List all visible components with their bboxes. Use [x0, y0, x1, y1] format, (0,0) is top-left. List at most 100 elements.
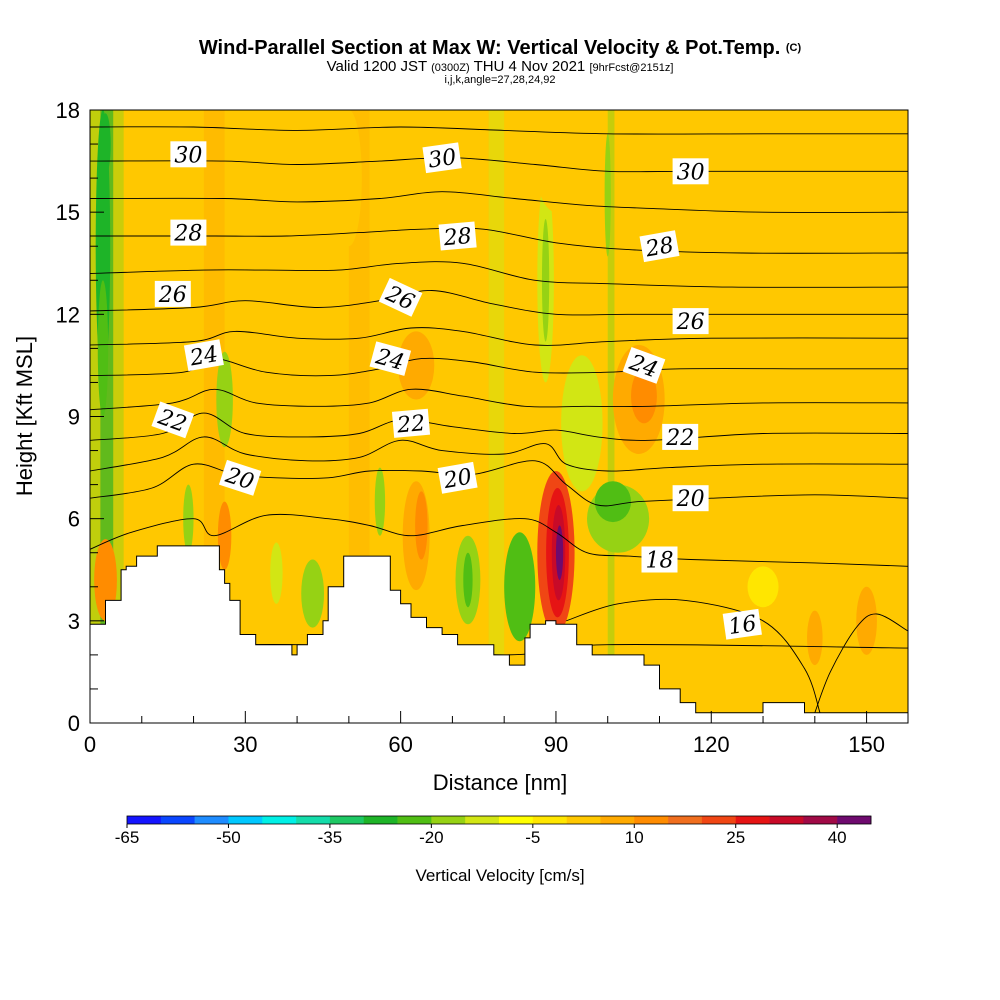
velocity-cell-32	[747, 566, 779, 608]
x-tick-label: 120	[693, 732, 730, 757]
contour-label-text: 30	[427, 145, 458, 174]
colorbar-swatch-7	[363, 816, 398, 824]
chart-subtitle: Valid 1200 JST (0300Z) THU 4 Nov 2021 [9…	[0, 58, 1000, 77]
contour-label-text: 18	[646, 549, 674, 574]
velocity-band-10	[773, 110, 908, 723]
colorbar-swatch-21	[837, 816, 872, 824]
theta-contour-18-3	[90, 513, 908, 567]
velocity-cell-17	[217, 501, 232, 570]
valid-time: Valid 1200 JST	[326, 58, 427, 75]
colorbar-swatch-5	[296, 816, 331, 824]
theta-contour-21-5	[90, 436, 908, 472]
colorbar-tick-label: -20	[419, 828, 444, 847]
colorbar-tick-label: -5	[525, 828, 540, 847]
contour-label-box	[154, 280, 191, 307]
contour-label-30-0: 30	[170, 141, 207, 168]
theta-contour-23-7	[90, 388, 908, 411]
colorbar-swatch-10	[465, 816, 500, 824]
velocity-cell-23	[216, 351, 233, 448]
copyright-mark: (C)	[785, 42, 802, 54]
chart-title: Wind-Parallel Section at Max W: Vertical…	[0, 36, 1000, 60]
x-axis-label: Distance [nm]	[433, 770, 568, 795]
velocity-band-5	[286, 110, 303, 723]
theta-contour-31-15	[90, 126, 908, 135]
contour-label-box	[378, 277, 423, 317]
contour-label-24-10: 24	[369, 341, 412, 376]
contour-label-text: 22	[665, 426, 694, 451]
theta-contour-27-11	[90, 261, 908, 288]
colorbar-swatch-16	[668, 816, 703, 824]
grid-indices: i,j,k,angle=27,28,24,92	[444, 74, 556, 86]
contour-label-text: 20	[441, 465, 474, 495]
contour-label-box	[369, 341, 412, 376]
colorbar-swatch-6	[329, 816, 365, 824]
y-tick-label: 18	[56, 98, 80, 123]
colorbar-swatch-9	[431, 816, 466, 824]
y-tick-label: 6	[68, 507, 80, 532]
colorbar-swatch-20	[803, 816, 838, 824]
contour-label-text: 30	[174, 143, 202, 168]
contour-label-box	[151, 401, 195, 439]
contour-label-22-13: 22	[391, 408, 431, 439]
contour-label-30-1: 30	[422, 142, 462, 174]
velocity-cell-6	[463, 552, 473, 608]
contour-label-box	[672, 308, 709, 335]
contour-label-20-16: 20	[437, 461, 478, 495]
contour-label-box	[641, 546, 678, 573]
x-tick-label: 60	[388, 732, 412, 757]
velocity-cell-13	[631, 368, 657, 424]
velocity-cell-25	[535, 110, 577, 213]
colorbar-swatch-18	[735, 816, 770, 824]
contour-label-28-5: 28	[639, 230, 680, 263]
contour-label-text: 28	[173, 222, 202, 247]
velocity-cell-30	[856, 586, 877, 655]
velocity-cell-15	[415, 491, 428, 560]
colorbar-tick-label: 10	[625, 828, 644, 847]
colorbar-swatch-8	[397, 816, 432, 824]
velocity-cell-28	[97, 280, 109, 417]
y-tick-label: 9	[68, 405, 80, 430]
y-tick-label: 3	[68, 609, 80, 634]
contour-label-24-9: 24	[183, 339, 224, 372]
colorbar-swatch-13	[566, 816, 601, 824]
velocity-cell-10	[594, 481, 632, 523]
colorbar-tick-label: -50	[216, 828, 241, 847]
velocity-cell-7	[301, 559, 325, 628]
contour-label-20-15: 20	[218, 459, 262, 496]
forecast-info: [9hrFcst@2151z]	[589, 62, 674, 74]
colorbar-swatch-4	[262, 816, 297, 824]
contour-label-box	[218, 459, 262, 496]
contour-label-26-8: 26	[672, 308, 709, 335]
contour-label-20-17: 20	[672, 485, 709, 512]
contour-label-box	[662, 423, 699, 450]
velocity-cell-29	[100, 113, 111, 175]
contour-label-box	[672, 485, 709, 512]
contour-label-28-3: 28	[170, 219, 207, 247]
theta-contour-16-2	[814, 613, 908, 713]
contour-label-28-4: 28	[438, 221, 477, 251]
velocity-cell-8	[270, 542, 283, 604]
chart-title-text: Wind-Parallel Section at Max W: Vertical…	[198, 37, 781, 59]
colorbar-swatch-0	[127, 816, 162, 824]
contour-label-text: 28	[442, 224, 473, 251]
velocity-cell-26	[604, 133, 611, 257]
contour-label-box	[391, 408, 431, 438]
contour-label-box	[422, 142, 462, 174]
colorbar-swatch-11	[499, 816, 534, 824]
y-axis-label: Height [Kft MSL]	[12, 336, 37, 496]
colorbar-tick-label: -65	[115, 828, 140, 847]
contour-label-text: 24	[187, 342, 220, 372]
contour-label-text: 20	[676, 487, 705, 512]
velocity-band-7	[488, 110, 505, 723]
terrain	[90, 545, 908, 723]
contour-label-box	[639, 230, 680, 263]
valid-date: THU 4 Nov 2021	[473, 58, 586, 75]
velocity-cell-24	[335, 110, 362, 247]
contour-label-text: 26	[158, 283, 187, 308]
contour-label-text: 26	[676, 310, 705, 335]
x-tick-label: 150	[848, 732, 885, 757]
theta-contour-25-9	[90, 327, 908, 346]
colorbar-swatch-12	[532, 816, 567, 824]
velocity-cell-31	[807, 610, 823, 666]
